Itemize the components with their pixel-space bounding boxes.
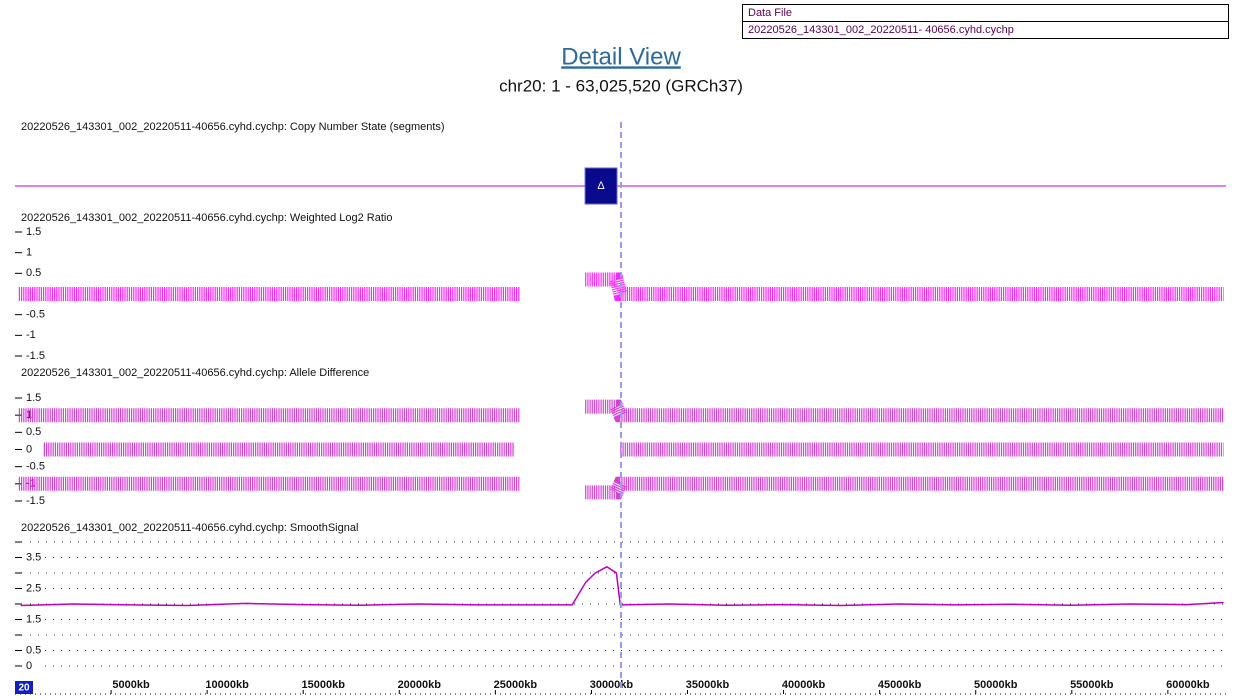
y-tick-label: -1 (26, 329, 36, 341)
x-tick-label: 60000kb (1166, 679, 1210, 691)
track-title: 20220526_143301_002_20220511-40656.cyhd.… (21, 367, 369, 379)
x-tick-label: 45000kb (878, 679, 922, 691)
file-label: Data File (748, 7, 792, 19)
chromosome-box[interactable] (15, 681, 33, 694)
x-tick-label: 10000kb (205, 679, 249, 691)
y-tick-label: 2.5 (26, 582, 41, 594)
x-tick-label: 50000kb (974, 679, 1018, 691)
chromosome-label[interactable]: 20 (18, 683, 30, 694)
y-tick-label: -1.5 (26, 495, 45, 507)
y-tick-label: 1 (26, 409, 32, 421)
y-tick-label: 0 (26, 660, 32, 672)
track-title: 20220526_143301_002_20220511-40656.cyhd.… (21, 522, 358, 534)
x-tick-label: 20000kb (398, 679, 442, 691)
x-tick-label: 35000kb (686, 679, 730, 691)
x-tick-label: 55000kb (1070, 679, 1114, 691)
y-tick-label: -0.5 (26, 461, 45, 473)
segment (584, 167, 618, 205)
x-tick-label: 15000kb (301, 679, 345, 691)
y-tick-label: 1.5 (26, 392, 41, 404)
y-tick-label: 0.5 (26, 426, 41, 438)
signal-line (20, 565, 1224, 607)
y-tick-label: 0.5 (26, 267, 41, 279)
data-band (18, 272, 1224, 301)
title[interactable]: Detail View (561, 43, 681, 70)
y-tick-label: -1.5 (26, 350, 45, 362)
y-tick-label: 1.5 (26, 613, 41, 625)
segment-symbol: Δ (597, 180, 605, 192)
x-tick-label: 5000kb (112, 679, 150, 691)
y-tick-label: 0.5 (26, 644, 41, 656)
y-tick-label: 1 (26, 247, 32, 259)
y-tick-label: 0 (26, 443, 32, 455)
y-tick-label: 1.5 (26, 226, 41, 238)
subtitle: chr20: 1 - 63,025,520 (GRCh37) (499, 76, 743, 95)
y-tick-label: 3.5 (26, 551, 41, 563)
data-band (18, 399, 1224, 423)
track-title: 20220526_143301_002_20220511-40656.cyhd.… (21, 121, 445, 133)
data-band (18, 476, 1224, 500)
track-title: 20220526_143301_002_20220511-40656.cyhd.… (21, 212, 392, 224)
y-tick-label: -0.5 (26, 309, 45, 321)
x-tick-label: 40000kb (782, 679, 826, 691)
file-name: 20220526_143301_002_20220511- 40656.cyhd… (748, 24, 1014, 36)
x-tick-label: 30000kb (590, 679, 634, 691)
x-tick-label: 25000kb (494, 679, 538, 691)
